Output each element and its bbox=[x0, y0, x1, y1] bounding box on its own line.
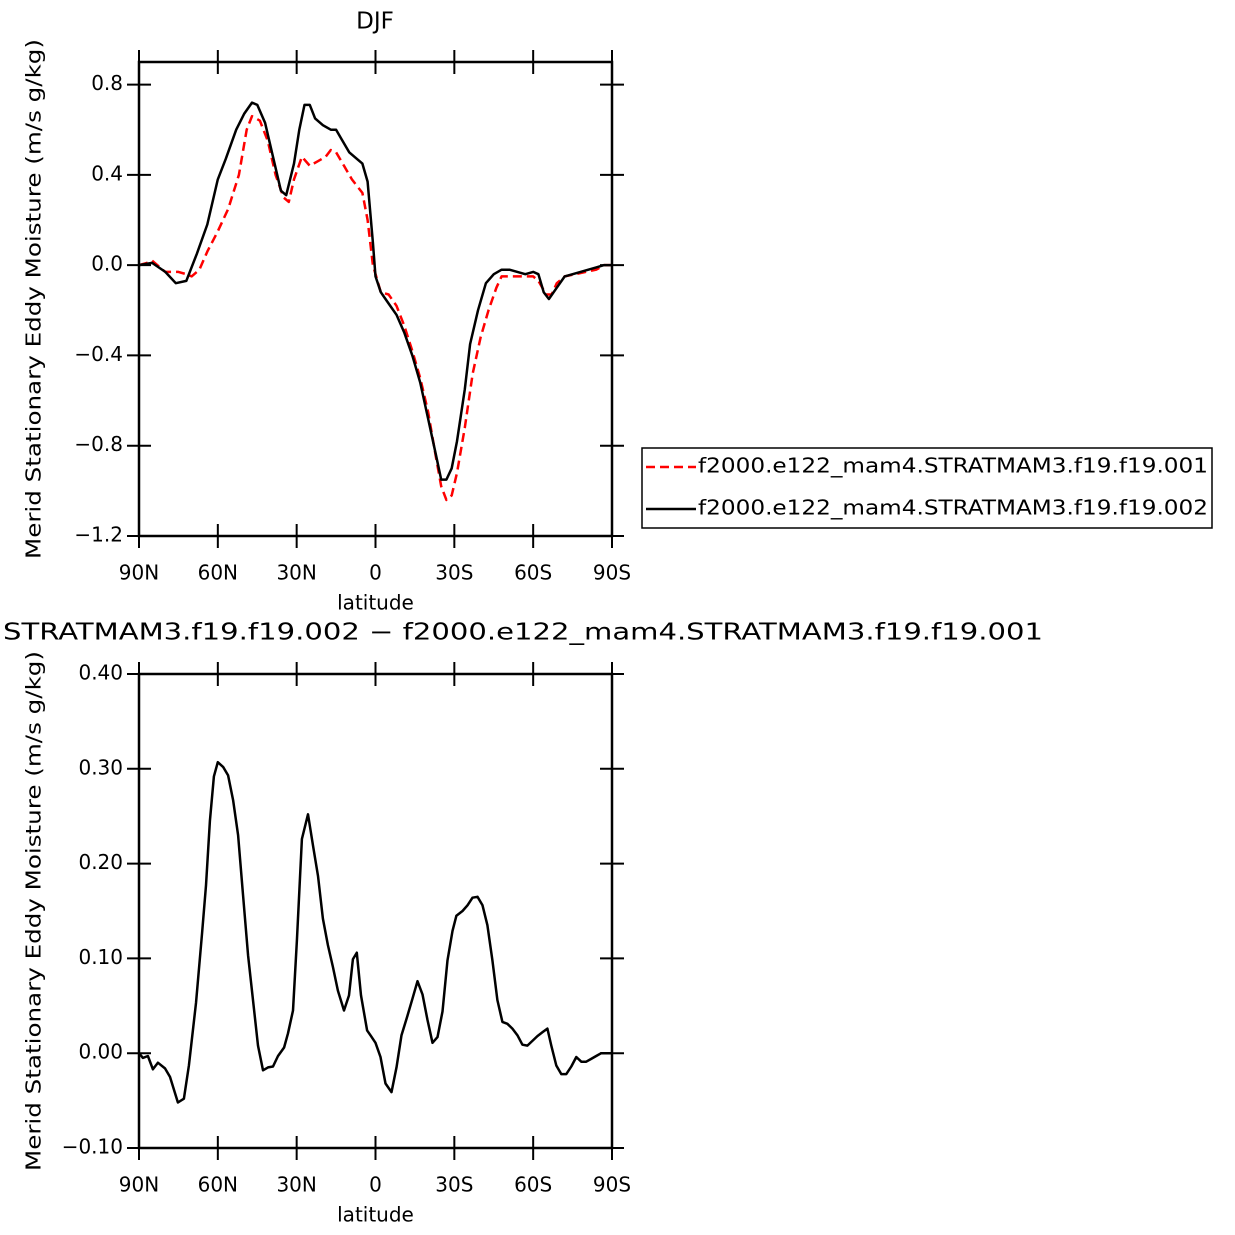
y-tick-label: 0.8 bbox=[91, 71, 123, 95]
y-tick-label: 0.40 bbox=[78, 661, 123, 685]
x-axis-label: latitude bbox=[337, 1203, 414, 1227]
x-tick-label: 30N bbox=[276, 561, 316, 585]
y-tick-label: −0.4 bbox=[74, 342, 123, 366]
data-line bbox=[138, 114, 612, 502]
y-tick-label: 0.20 bbox=[78, 850, 123, 874]
chart-title: STRATMAM3.f19.f19.002 − f2000.e122_mam4.… bbox=[3, 620, 1043, 646]
x-tick-label: 0 bbox=[369, 561, 382, 585]
y-tick-label: 0.00 bbox=[78, 1040, 123, 1064]
x-tick-label: 90N bbox=[119, 1173, 159, 1197]
y-tick-label: −0.8 bbox=[74, 432, 123, 456]
legend-box bbox=[641, 447, 1213, 529]
data-line bbox=[138, 101, 612, 481]
x-tick-label: 90N bbox=[119, 561, 159, 585]
x-tick-label: 90S bbox=[593, 561, 631, 585]
data-line bbox=[138, 760, 612, 1104]
y-axis-label: Merid Stationary Eddy Moisture (m/s g/kg… bbox=[22, 651, 46, 1171]
x-tick-label: 30S bbox=[435, 561, 473, 585]
plot-frame bbox=[137, 60, 614, 538]
y-tick-label: 0.0 bbox=[91, 252, 123, 276]
y-tick-label: 0.10 bbox=[78, 945, 123, 969]
x-tick-label: 60S bbox=[514, 1173, 552, 1197]
x-tick-label: 30S bbox=[435, 1173, 473, 1197]
legend-label: f2000.e122_mam4.STRATMAM3.f19.f19.001 bbox=[698, 454, 1208, 478]
x-tick-label: 30N bbox=[276, 1173, 316, 1197]
y-tick-label: −0.10 bbox=[62, 1135, 123, 1159]
x-axis-label: latitude bbox=[337, 591, 414, 615]
y-axis-label: Merid Stationary Eddy Moisture (m/s g/kg… bbox=[22, 39, 46, 559]
x-tick-label: 60N bbox=[198, 1173, 238, 1197]
x-tick-label: 90S bbox=[593, 1173, 631, 1197]
y-tick-label: 0.4 bbox=[91, 161, 123, 185]
chart-title: DJF bbox=[356, 9, 394, 35]
x-tick-label: 60N bbox=[198, 561, 238, 585]
x-tick-label: 0 bbox=[369, 1173, 382, 1197]
plot-frame bbox=[137, 672, 614, 1150]
legend-label: f2000.e122_mam4.STRATMAM3.f19.f19.002 bbox=[698, 496, 1208, 520]
x-tick-label: 60S bbox=[514, 561, 552, 585]
y-tick-label: 0.30 bbox=[78, 755, 123, 779]
y-tick-label: −1.2 bbox=[74, 523, 123, 547]
